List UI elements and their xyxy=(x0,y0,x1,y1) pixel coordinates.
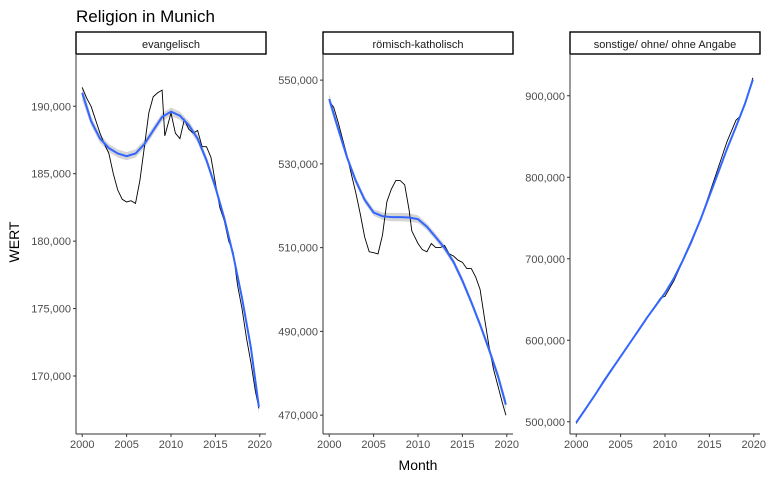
y-tick-label: 180,000 xyxy=(31,236,71,248)
x-tick-label: 2000 xyxy=(317,439,341,451)
smooth-trend-line xyxy=(575,79,754,424)
y-axis-title: WERT xyxy=(6,221,22,262)
y-tick-label: 190,000 xyxy=(31,101,71,113)
x-tick-label: 2010 xyxy=(653,439,677,451)
panel-strip-label: römisch-katholisch xyxy=(372,39,463,51)
x-tick-label: 2005 xyxy=(114,439,138,451)
panel-1: evangelisch 170,000 175,000 180,000 185,000 1… xyxy=(31,31,272,451)
smooth-trend-line xyxy=(81,92,260,408)
chart-title: Religion in Munich xyxy=(76,7,215,26)
raw-series-line xyxy=(328,100,507,416)
panel-strip xyxy=(569,31,761,55)
y-tick-label: 500,000 xyxy=(525,417,565,429)
x-tick-label: 2015 xyxy=(450,439,474,451)
x-tick-label: 2020 xyxy=(742,439,766,451)
x-tick-label: 2015 xyxy=(697,439,721,451)
raw-series-line xyxy=(575,77,754,424)
y-tick-label: 550,000 xyxy=(278,75,318,87)
x-axis-title: Month xyxy=(399,457,438,473)
x-tick-label: 2000 xyxy=(70,439,94,451)
y-tick-label: 800,000 xyxy=(525,172,565,184)
panels-layer: evangelisch 170,000 175,000 180,000 185,000 1… xyxy=(31,31,766,451)
y-tick-label: 470,000 xyxy=(278,410,318,422)
panel-strip-label: evangelisch xyxy=(142,39,200,51)
x-tick-label: 2000 xyxy=(564,439,588,451)
x-tick-label: 2010 xyxy=(406,439,430,451)
x-tick-label: 2020 xyxy=(248,439,272,451)
panel-strip-label: sonstige/ ohne/ ohne Angabe xyxy=(594,39,737,51)
y-tick-label: 185,000 xyxy=(31,169,71,181)
panel-strip xyxy=(75,31,267,55)
y-tick-label: 170,000 xyxy=(31,371,71,383)
x-tick-label: 2020 xyxy=(495,439,519,451)
confidence-band xyxy=(576,77,753,425)
x-tick-label: 2005 xyxy=(608,439,632,451)
y-tick-label: 700,000 xyxy=(525,254,565,266)
panel-strip xyxy=(322,31,514,55)
x-tick-label: 2005 xyxy=(361,439,385,451)
y-tick-label: 600,000 xyxy=(525,335,565,347)
y-tick-label: 175,000 xyxy=(31,304,71,316)
panel-2: römisch-katholisch 470,000 490,000 510,000 5… xyxy=(278,31,519,451)
y-tick-label: 490,000 xyxy=(278,326,318,338)
x-tick-label: 2010 xyxy=(159,439,183,451)
smooth-trend-line xyxy=(328,98,507,405)
x-tick-label: 2015 xyxy=(203,439,227,451)
panel-3: sonstige/ ohne/ ohne Angabe 500,000 600,00… xyxy=(525,31,766,451)
y-tick-label: 900,000 xyxy=(525,91,565,103)
y-tick-label: 510,000 xyxy=(278,243,318,255)
confidence-band xyxy=(329,93,506,411)
y-tick-label: 530,000 xyxy=(278,159,318,171)
